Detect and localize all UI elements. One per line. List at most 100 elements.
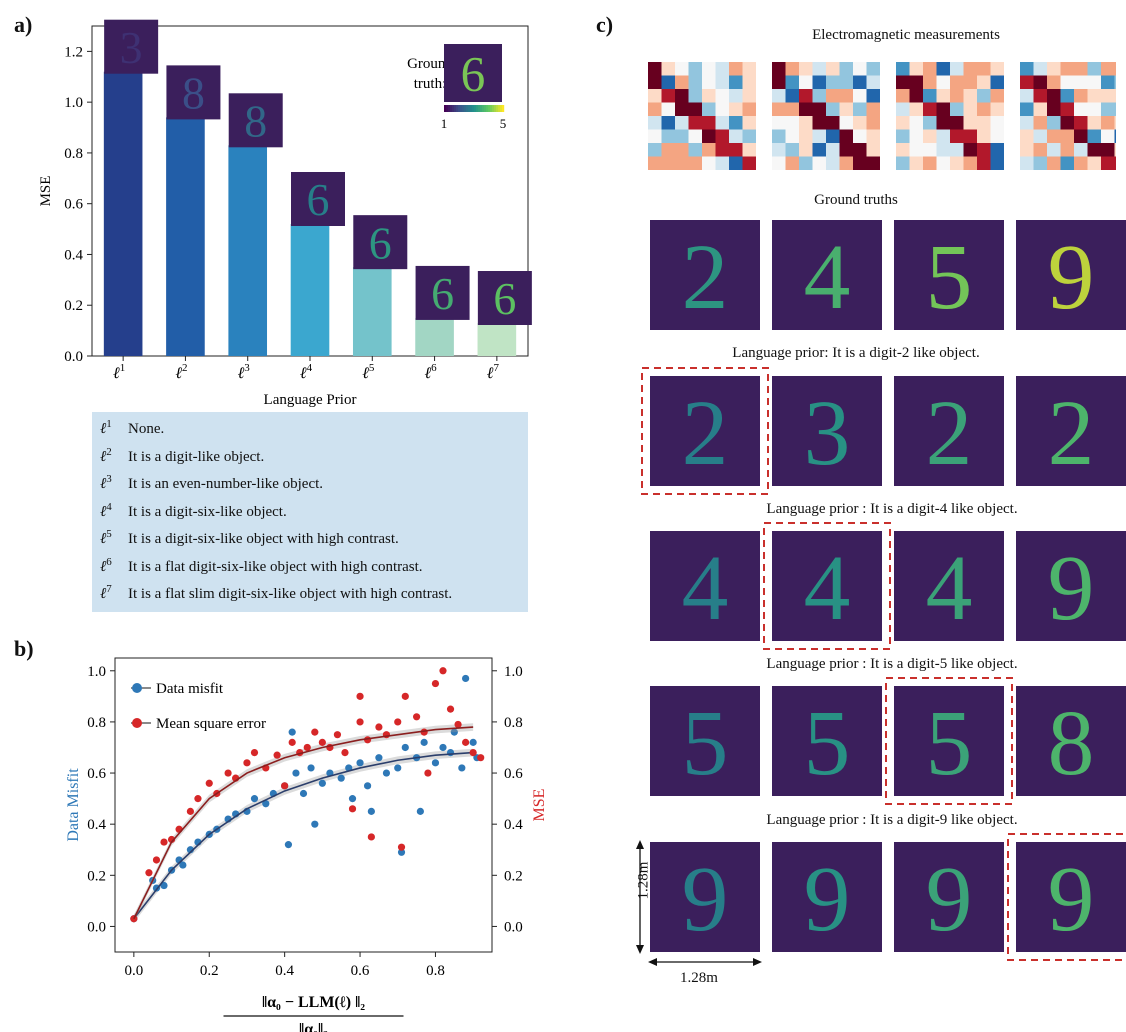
- measurement-cell: [909, 102, 923, 116]
- measurement-cell: [661, 156, 675, 170]
- colorbar-segment: [448, 105, 451, 112]
- mse-bar-chart: 0.00.20.40.60.81.01.2MSEℓ13ℓ28ℓ38ℓ46ℓ56ℓ…: [38, 19, 532, 408]
- colorbar-segment: [458, 105, 461, 112]
- reconstruction-r3-c2-glyph: 5: [804, 692, 851, 795]
- ground-truth-2: 2: [650, 220, 760, 330]
- measurement-cell: [812, 75, 826, 89]
- electromagnetic-measurements: [648, 62, 1116, 170]
- measurement-cell: [648, 62, 662, 76]
- scatter-point-misfit: [160, 881, 168, 890]
- measurement-cell: [688, 156, 702, 170]
- y-axis-label-left-b: Data Misfit: [65, 768, 82, 842]
- colorbar-segment: [492, 105, 495, 112]
- measurement-cell: [648, 156, 662, 170]
- scatter-point-mse: [333, 731, 342, 739]
- x-tick-label-b: 0.0: [124, 963, 143, 979]
- measurement-cell: [990, 129, 1004, 143]
- measurement-cell: [1020, 102, 1034, 116]
- measurement-cell: [839, 129, 853, 143]
- measurement-cell: [785, 129, 799, 143]
- colorbar-segment: [500, 105, 503, 112]
- measurement-cell: [1114, 75, 1116, 89]
- measurement-cell: [1047, 143, 1061, 157]
- measurement-cell: [742, 116, 756, 130]
- y-tick-label-right-b: 0.8: [504, 715, 523, 731]
- legend-text: It is a flat digit-six-like object with …: [128, 558, 423, 575]
- measurement-cell: [648, 102, 662, 116]
- scatter-point-misfit: [292, 769, 300, 777]
- measurement-cell: [950, 102, 964, 116]
- legend-symbol: ℓ2: [100, 445, 112, 465]
- measurement-cell: [715, 143, 729, 157]
- ground-truth-4-background: [772, 220, 882, 330]
- scatter-point-misfit: [367, 807, 375, 815]
- measurement-cell: [990, 156, 1004, 170]
- reconstruction-r3-c3-background: [894, 686, 1004, 796]
- measurement-cell: [909, 156, 923, 170]
- ground-truth-4: 4: [772, 220, 882, 330]
- measurement-cell: [1060, 143, 1074, 157]
- measurement-cell: [1020, 143, 1034, 157]
- legend-text: It is a digit-six-like object with high …: [128, 531, 399, 547]
- measurement-cell: [742, 75, 756, 89]
- ground-truth-5-background: [894, 220, 1004, 330]
- colorbar-segment: [450, 105, 453, 112]
- measurement-cell: [977, 143, 991, 157]
- language-prior-legend-table: [92, 412, 528, 612]
- measurement-cell: [936, 75, 950, 89]
- reconstruction-r3-c2: 5: [772, 686, 882, 796]
- scatter-point-misfit: [375, 754, 383, 762]
- highlight-box-row-2: [763, 522, 891, 650]
- measurement-cell: [896, 75, 910, 89]
- scatter-point-misfit: [416, 807, 424, 815]
- bar-thumbnail-7-background: [477, 271, 532, 325]
- measurement-cell: [772, 62, 786, 76]
- colorbar-segment: [472, 105, 475, 112]
- reconstruction-r2-c4: 9: [1016, 531, 1126, 641]
- measurement-cell: [1114, 129, 1116, 143]
- measurement-cell: [839, 116, 853, 130]
- measurement-cell: [648, 129, 662, 143]
- scale-arrowhead-right: [753, 958, 762, 966]
- legend-symbol-sup: 1: [106, 418, 112, 430]
- measurement-cell: [990, 143, 1004, 157]
- colorbar-segment: [482, 105, 485, 112]
- measurement-cell: [661, 62, 675, 76]
- measurement-cell: [839, 75, 853, 89]
- measurement-cell: [812, 156, 826, 170]
- reconstruction-r1-c3-background: [894, 376, 1004, 486]
- scatter-point-misfit: [450, 728, 458, 736]
- measurement-cell: [923, 89, 937, 103]
- measurement-cell: [648, 75, 662, 89]
- measurement-cell: [785, 62, 799, 76]
- prior-row-title-4: Language prior : It is a digit-9 like ob…: [766, 812, 1018, 828]
- y-tick-label-left-b: 0.4: [87, 817, 106, 833]
- measurement-cell: [839, 62, 853, 76]
- scatter-point-misfit: [420, 738, 428, 746]
- bar-7: [477, 323, 517, 356]
- measurement-cell: [936, 62, 950, 76]
- measurement-cell: [1047, 62, 1061, 76]
- legend-marker-b: [132, 718, 142, 728]
- bar-thumbnail-6-background: [415, 265, 470, 320]
- measurement-cell: [702, 129, 716, 143]
- measurement-cell: [675, 62, 689, 76]
- reconstruction-r4-c4: 9: [1016, 842, 1126, 952]
- measurement-cell: [1060, 75, 1074, 89]
- scatter-point-misfit: [179, 861, 187, 869]
- measurement-cell: [1033, 116, 1047, 130]
- scatter-point-mse: [397, 843, 406, 851]
- colorbar-segment: [456, 105, 459, 112]
- y-tick-label-a: 0.2: [64, 298, 83, 314]
- measurement-cell: [963, 143, 977, 157]
- reconstruction-r4-c1-background: [650, 842, 760, 952]
- measurement-cell: [772, 116, 786, 130]
- reconstruction-r4-c4-glyph: 9: [1048, 848, 1095, 951]
- y-tick-label-left-b: 0.2: [87, 868, 106, 884]
- measurement-cell: [772, 89, 786, 103]
- measurement-cell: [742, 89, 756, 103]
- colorbar-segment: [444, 105, 447, 112]
- reconstruction-r3-c3-glyph: 5: [926, 692, 973, 795]
- measurement-cell: [799, 102, 813, 116]
- measurement-cell: [1114, 102, 1116, 116]
